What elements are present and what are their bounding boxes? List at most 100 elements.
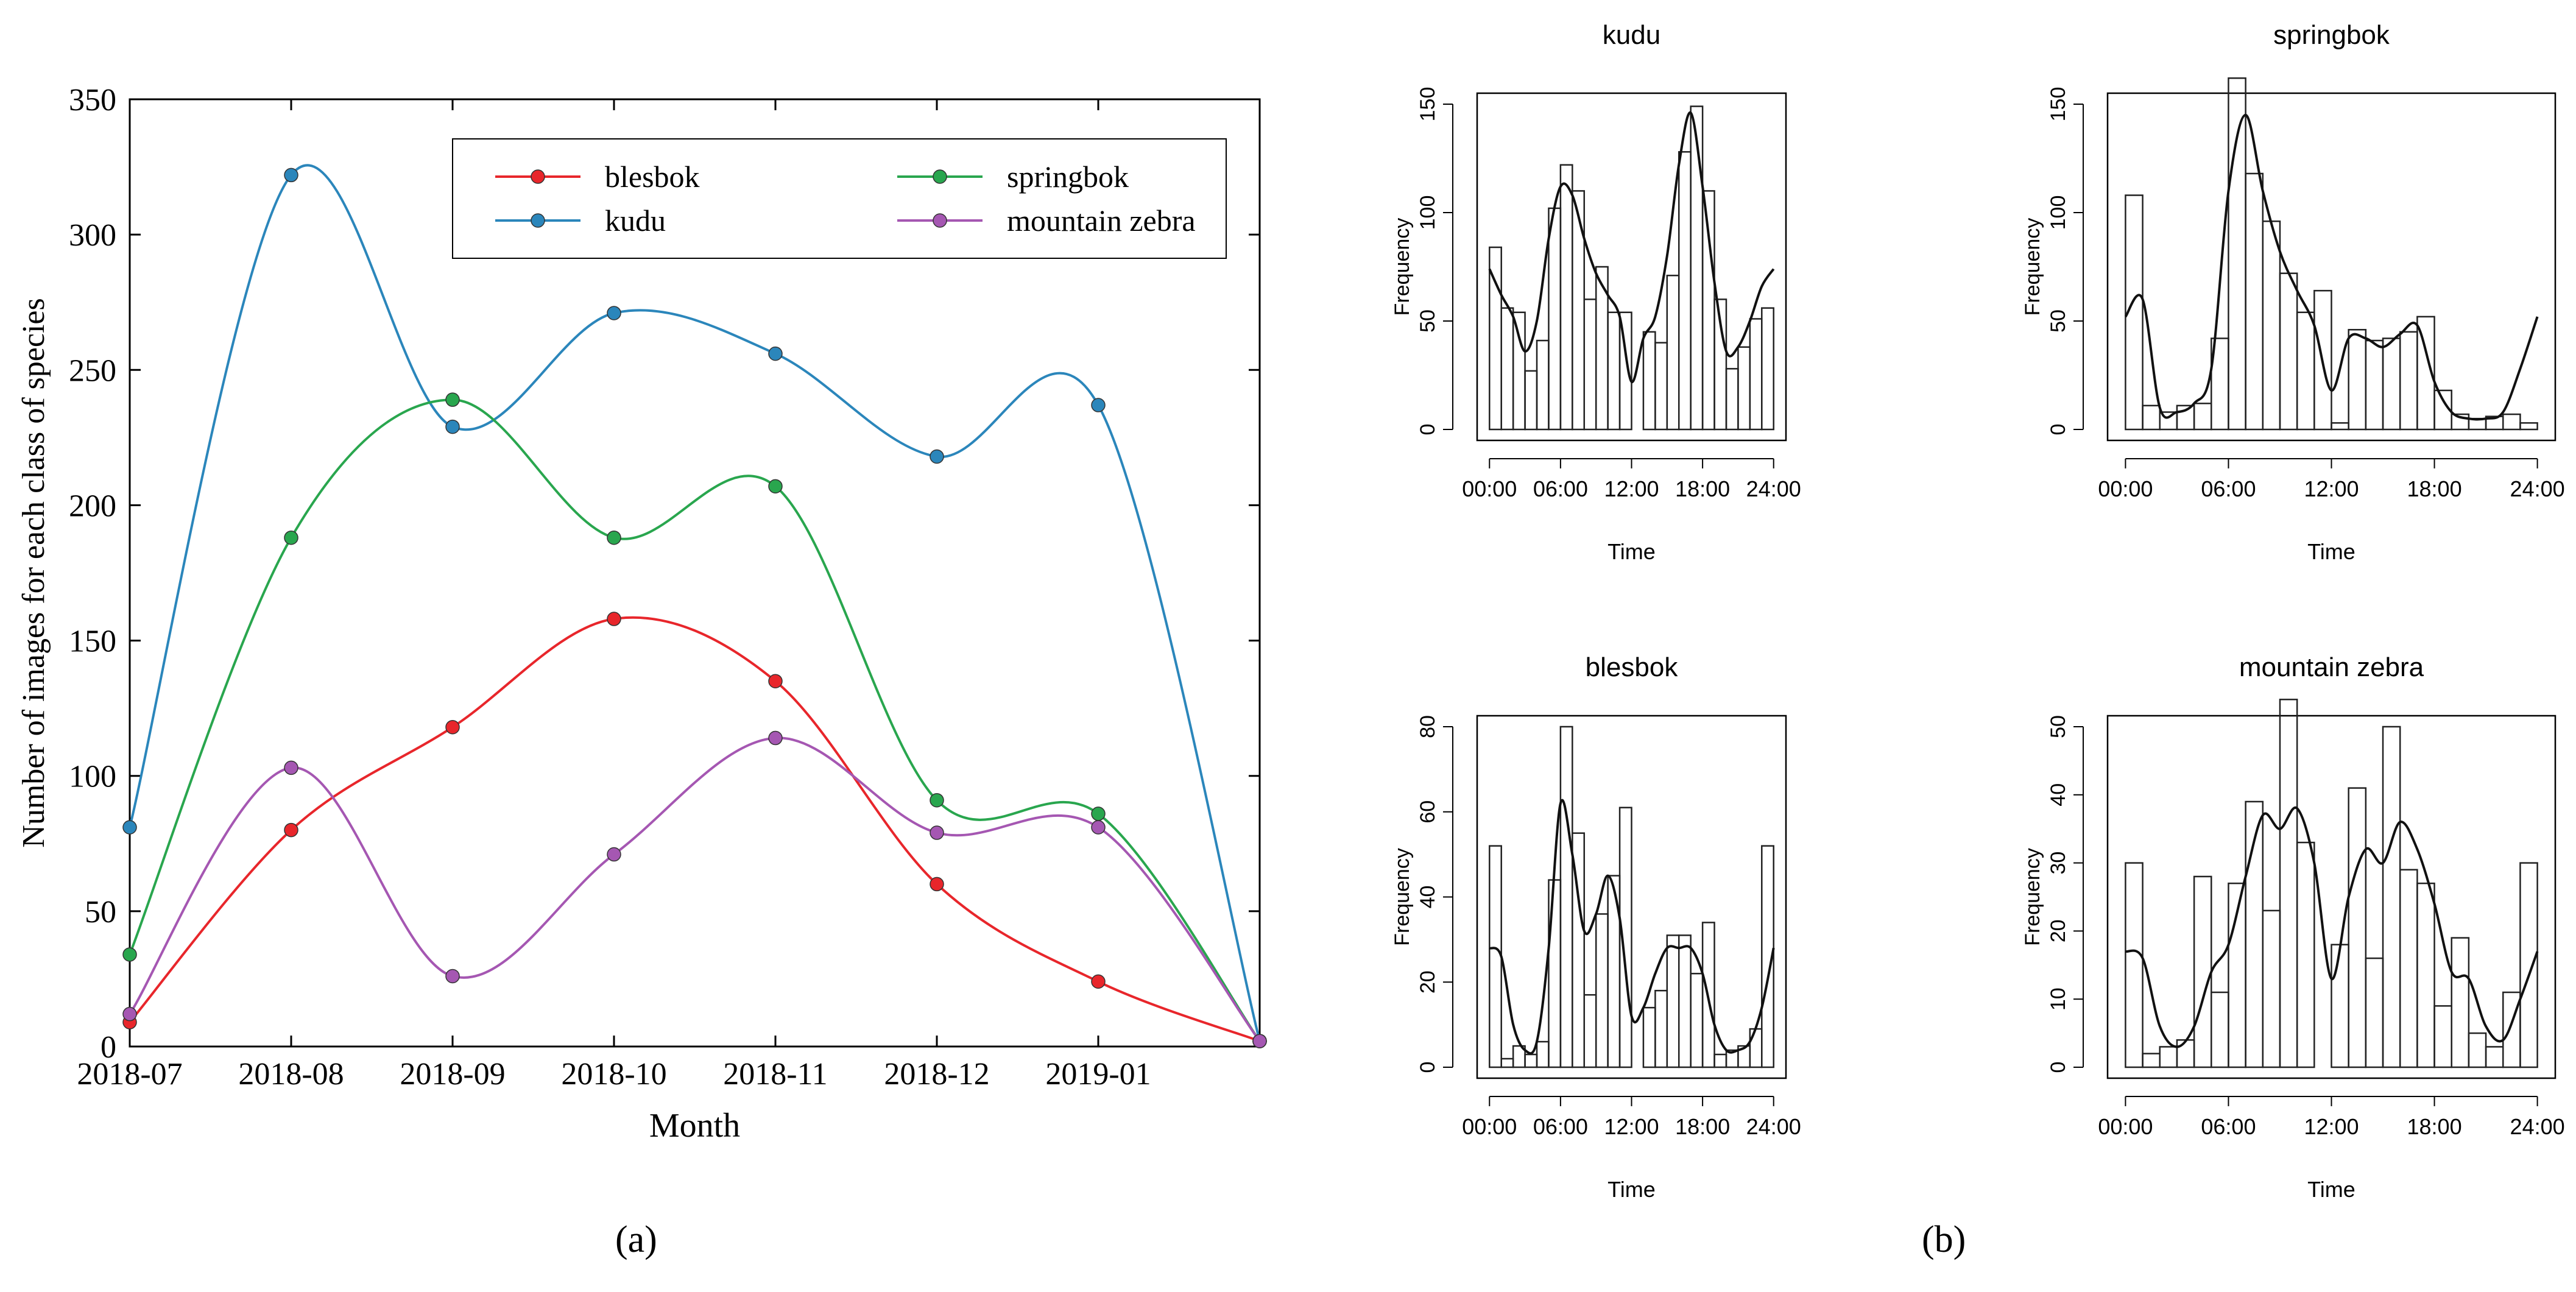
data-point [445, 969, 460, 984]
y-axis-label: Frequency [2021, 218, 2044, 316]
x-axis-label: Time [2307, 539, 2355, 564]
histogram-bar [2279, 699, 2298, 1068]
y-tick-label: 200 [69, 489, 116, 523]
data-point [1091, 398, 1106, 412]
histogram-bar [1572, 190, 1586, 431]
y-axis-label: Frequency [1391, 848, 1414, 946]
legend: blesbok springbok kudu mountain zebra [452, 138, 1227, 259]
histogram-bar [2433, 1005, 2452, 1068]
legend-label: blesbok [605, 160, 700, 194]
plot-title: springbok [2273, 20, 2390, 50]
y-tick-label: 40 [2047, 783, 2070, 807]
y-tick-label: 250 [69, 353, 116, 388]
histogram-bar [2176, 1039, 2195, 1068]
histogram-bar [2382, 725, 2401, 1068]
x-tick-label: 00:00 [2098, 1114, 2153, 1139]
histogram-bar [2416, 316, 2435, 431]
data-point [122, 1006, 137, 1022]
histogram-bar [1761, 845, 1774, 1068]
histogram-bar [2125, 862, 2144, 1068]
x-tick-label: 24:00 [2510, 476, 2565, 501]
histogram-bar [1536, 1040, 1550, 1068]
histogram-bar [2193, 403, 2212, 431]
x-tick-label: 24:00 [1746, 476, 1801, 501]
data-point [122, 820, 137, 835]
y-tick-label: 100 [69, 760, 116, 794]
histogram-kudu: kudu 0 50 100 150 Frequency 00:00 06:00 12:00 18:… [1391, 20, 1801, 564]
y-tick-label: 150 [1416, 87, 1439, 122]
line-chart-a: 0 50 100 150 200 250 300 350 2018-07 2018-08 2018-… [16, 83, 1267, 1145]
data-point [284, 760, 298, 775]
histogram-bar [1512, 311, 1526, 431]
y-axis-label: Number of images for each class of speci… [16, 298, 51, 847]
y-tick-label: 30 [2047, 852, 2070, 875]
x-tick-label: 12:00 [1604, 1114, 1659, 1139]
x-tick-label: 06:00 [2201, 1114, 2256, 1139]
histogram-bar [2382, 337, 2401, 431]
density-curve [2125, 806, 2539, 1048]
histogram-bar [2365, 957, 2384, 1068]
data-point [607, 306, 621, 320]
data-point [122, 947, 137, 962]
panel-label-a: (a) [615, 1219, 657, 1260]
histogram-bar [1737, 346, 1751, 431]
x-tick-label: 24:00 [1746, 1114, 1801, 1139]
y-tick-label: 100 [2047, 196, 2070, 230]
data-point [445, 419, 460, 434]
data-point [768, 730, 783, 746]
y-tick-label: 20 [1416, 970, 1439, 994]
y-tick-label: 10 [2047, 987, 2070, 1011]
data-point [607, 530, 621, 545]
legend-label: mountain zebra [1007, 203, 1196, 238]
data-point [284, 168, 298, 183]
y-tick-label: 50 [85, 895, 116, 930]
y-tick-label: 50 [2047, 715, 2070, 738]
histogram-bar [1595, 913, 1609, 1068]
data-point [930, 877, 944, 892]
y-tick-label: 100 [1416, 196, 1439, 230]
series-line-springbok [129, 398, 1261, 1042]
x-axis-label: Month [649, 1107, 740, 1145]
histogram-bar [1536, 339, 1550, 431]
histogram-mountain-zebra: mountain zebra 0 10 20 30 40 50 Frequency 00:00 0… [2021, 652, 2565, 1202]
x-tick-label: 18:00 [2407, 1114, 2462, 1139]
series-line-blesbok [129, 616, 1260, 1042]
data-point [930, 825, 944, 840]
x-tick-label: 18:00 [2407, 476, 2462, 501]
histogram-bar [1642, 331, 1656, 431]
histogram-bar [2348, 787, 2367, 1068]
histogram-bar [2228, 77, 2246, 431]
histogram-bar [1489, 845, 1502, 1068]
histogram-bar [1725, 368, 1739, 431]
histogram-bar [1548, 207, 1562, 431]
histogram-bar [2365, 339, 2384, 431]
histogram-bar [2159, 1046, 2178, 1068]
histogram-bar [2296, 311, 2315, 431]
histogram-bar [2416, 882, 2435, 1068]
y-tick-label: 50 [1416, 309, 1439, 333]
histogram-bar [1642, 1006, 1656, 1068]
histogram-bar [2519, 422, 2538, 431]
data-point [1091, 820, 1106, 835]
histogram-bar [1524, 1053, 1538, 1068]
legend-label: springbok [1007, 160, 1129, 194]
x-tick-label: 2018-09 [400, 1057, 505, 1092]
plot-frame [129, 98, 1261, 1048]
x-tick-label: 2018-12 [884, 1057, 989, 1092]
x-tick-label: 18:00 [1675, 476, 1730, 501]
histogram-bar [1666, 934, 1680, 1068]
histogram-bar [1559, 725, 1573, 1068]
histogram-bar [2211, 991, 2229, 1068]
histogram-bar [1749, 1028, 1763, 1068]
x-tick-label: 18:00 [1675, 1114, 1730, 1139]
data-point [284, 530, 298, 545]
y-tick-label: 0 [2047, 1062, 2070, 1073]
histogram-bar [1500, 307, 1514, 431]
y-tick-label: 50 [2047, 309, 2070, 333]
histogram-bar [1654, 989, 1668, 1068]
data-point [1091, 974, 1106, 989]
x-tick-label: 2018-08 [238, 1057, 344, 1092]
histogram-bar [1713, 1053, 1727, 1068]
x-tick-label: 2018-10 [561, 1057, 666, 1092]
